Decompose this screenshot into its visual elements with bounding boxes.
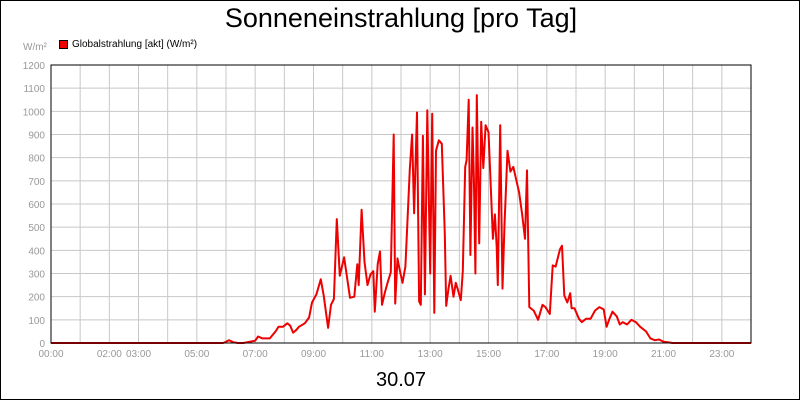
y-axis-unit-label: W/m²: [23, 42, 47, 53]
series-line-globalstrahlung: [51, 94, 751, 344]
x-tick-label: 13:00: [418, 349, 443, 360]
chart-title: Sonneneinstrahlung [pro Tag]: [224, 3, 578, 33]
x-tick-label: 02:00: [97, 349, 122, 360]
plot-area-border: [50, 64, 752, 344]
x-tick-label: 15:00: [476, 349, 501, 360]
series-layer: [51, 94, 751, 344]
y-tick-label: 200: [28, 293, 45, 304]
x-tick-label: 00:00: [38, 349, 63, 360]
legend-entry-label: Globalstrahlung [akt] (W/m²): [72, 39, 198, 50]
x-tick-label: 11:00: [360, 349, 385, 360]
y-tick-label: 0: [39, 339, 45, 350]
y-tick-label: 1100: [23, 84, 45, 95]
grid: [51, 64, 751, 344]
y-tick-label: 600: [28, 200, 45, 211]
y-tick-label: 700: [28, 177, 45, 188]
legend-swatch: [59, 40, 68, 49]
y-tick-label: 800: [28, 154, 45, 165]
y-tick-label: 100: [28, 316, 45, 327]
y-tick-label: 300: [28, 270, 45, 281]
y-tick-label: 900: [28, 131, 45, 142]
y-tick-label: 1000: [23, 107, 46, 118]
x-tick-label: 05:00: [184, 349, 209, 360]
y-axis-ticks: 0 100 200 300 400 500 600 700 800 900 1000 1100 1200: [23, 61, 46, 350]
date-label: 30.07: [375, 369, 427, 391]
x-tick-label: 09:00: [301, 349, 326, 360]
x-tick-label: 07:00: [243, 349, 268, 360]
x-tick-label: 17:00: [534, 349, 559, 360]
x-tick-label: 19:00: [593, 349, 618, 360]
x-tick-label: 21:00: [651, 349, 676, 360]
legend: Globalstrahlung [akt] (W/m²): [59, 39, 197, 50]
x-axis-ticks: 00:00 02:00 03:00 05:00 07:00 09:00 11:00 13:00…: [38, 349, 734, 360]
x-tick-label: 03:00: [126, 349, 151, 360]
y-tick-label: 400: [28, 246, 45, 257]
y-tick-label: 500: [28, 223, 45, 234]
y-tick-label: 1200: [23, 61, 46, 72]
x-tick-label: 23:00: [709, 349, 734, 360]
